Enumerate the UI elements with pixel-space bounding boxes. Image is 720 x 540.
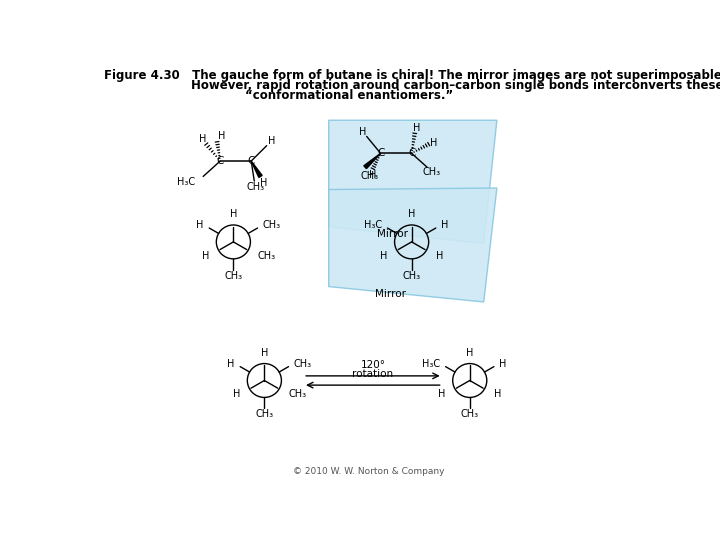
Text: rotation: rotation bbox=[352, 369, 393, 379]
Text: CH₃: CH₃ bbox=[361, 172, 379, 181]
Text: H: H bbox=[408, 209, 415, 219]
Text: CH₃: CH₃ bbox=[225, 271, 243, 281]
Text: H₃C: H₃C bbox=[422, 359, 440, 369]
Text: CH₃: CH₃ bbox=[423, 167, 441, 177]
Text: CH₃: CH₃ bbox=[258, 251, 276, 261]
Text: “conformational enantiomers.”: “conformational enantiomers.” bbox=[245, 89, 454, 102]
Text: C: C bbox=[217, 156, 224, 166]
Text: H: H bbox=[438, 389, 446, 400]
Text: H: H bbox=[494, 389, 501, 400]
Text: CH₃: CH₃ bbox=[263, 220, 281, 230]
Text: H: H bbox=[218, 131, 225, 140]
Text: H: H bbox=[441, 220, 449, 230]
Text: Mirror: Mirror bbox=[377, 229, 408, 239]
Text: CH₃: CH₃ bbox=[289, 389, 307, 400]
Text: C: C bbox=[377, 148, 384, 158]
Text: H: H bbox=[233, 389, 240, 400]
Text: H₃C: H₃C bbox=[177, 177, 195, 187]
Text: H₃C: H₃C bbox=[364, 220, 382, 230]
Text: © 2010 W. W. Norton & Company: © 2010 W. W. Norton & Company bbox=[293, 467, 445, 476]
Text: CH₃: CH₃ bbox=[294, 359, 312, 369]
Polygon shape bbox=[364, 153, 381, 168]
Text: H: H bbox=[260, 178, 267, 187]
Text: However, rapid rotation around carbon–carbon single bonds interconverts these tw: However, rapid rotation around carbon–ca… bbox=[191, 79, 720, 92]
Text: CH₃: CH₃ bbox=[247, 182, 265, 192]
Text: H: H bbox=[202, 251, 210, 261]
Polygon shape bbox=[251, 161, 262, 178]
Text: C: C bbox=[248, 156, 255, 166]
Text: Figure 4.30   The gauche form of butane is chiral! The mirror images are not sup: Figure 4.30 The gauche form of butane is… bbox=[104, 69, 720, 82]
Text: Mirror: Mirror bbox=[375, 289, 406, 299]
Polygon shape bbox=[329, 188, 497, 302]
Text: H: H bbox=[436, 251, 444, 261]
Text: CH₃: CH₃ bbox=[256, 409, 274, 420]
Polygon shape bbox=[329, 120, 497, 244]
Text: CH₃: CH₃ bbox=[461, 409, 479, 420]
Text: H: H bbox=[268, 136, 275, 146]
Text: H: H bbox=[359, 127, 366, 137]
Text: H: H bbox=[228, 359, 235, 369]
Text: H: H bbox=[466, 348, 474, 358]
Text: 120°: 120° bbox=[361, 360, 385, 370]
Text: H: H bbox=[413, 123, 420, 133]
Text: H: H bbox=[199, 134, 207, 144]
Text: H: H bbox=[261, 348, 268, 358]
Text: H: H bbox=[380, 251, 387, 261]
Text: C: C bbox=[408, 148, 415, 158]
Text: H: H bbox=[499, 359, 507, 369]
Text: H: H bbox=[230, 209, 237, 219]
Text: CH₃: CH₃ bbox=[402, 271, 420, 281]
Text: H: H bbox=[369, 170, 377, 180]
Text: H: H bbox=[431, 138, 438, 147]
Text: H: H bbox=[197, 220, 204, 230]
